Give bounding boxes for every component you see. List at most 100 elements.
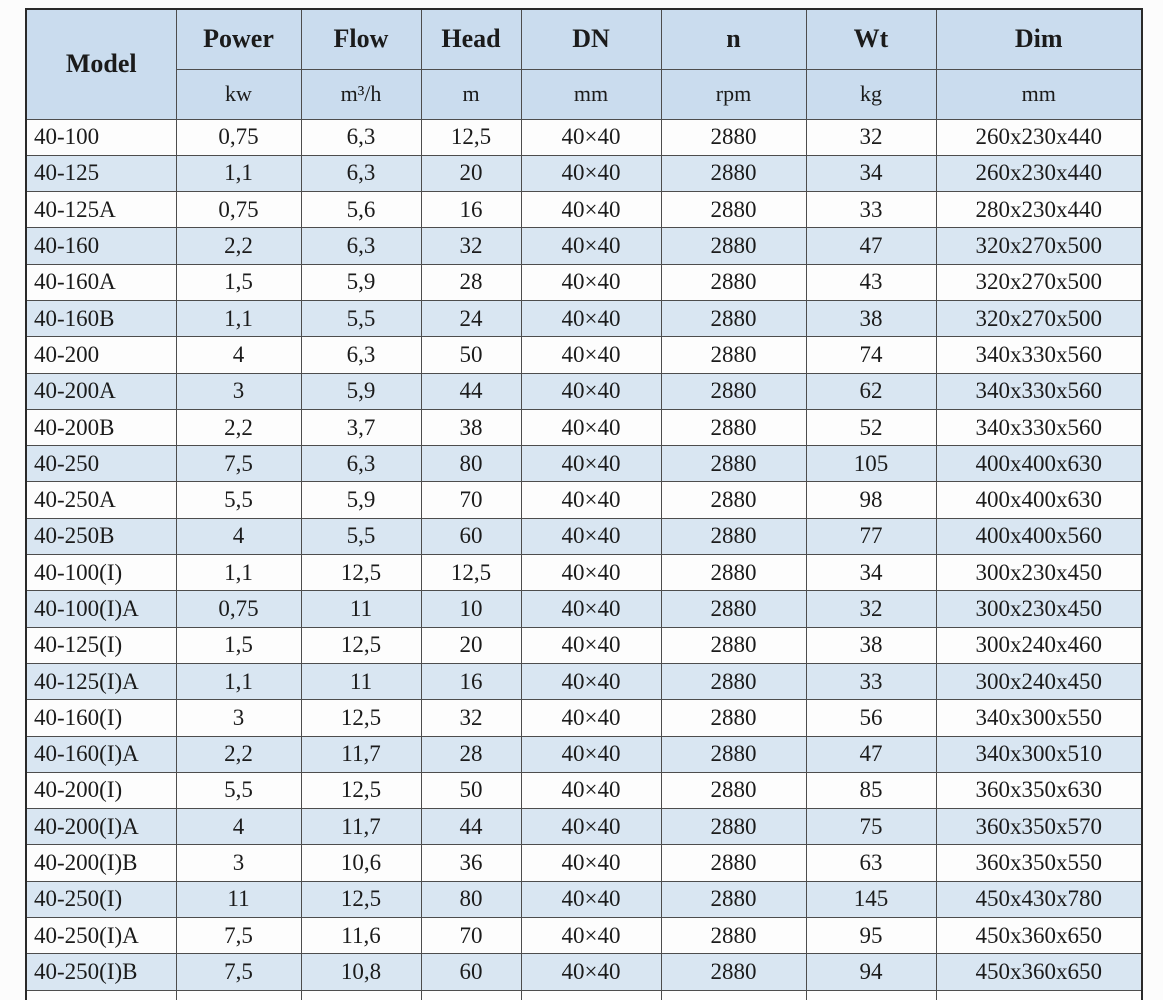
cell-power: 7,5 xyxy=(175,917,302,955)
cell-power: 4 xyxy=(175,517,302,556)
cell-dim: 340x330x560 xyxy=(935,408,1143,447)
col-header-wt: Wt xyxy=(805,8,937,70)
cell-n: 2880 xyxy=(660,336,807,374)
cell-model: 40-200A xyxy=(25,372,177,410)
cell-n: 2880 xyxy=(660,590,807,628)
cell-dim: 340x300x510 xyxy=(935,735,1143,773)
cell-flow: 11,7 xyxy=(300,735,422,773)
cell-n: 2880 xyxy=(660,299,807,338)
cell-flow: 5,6 xyxy=(300,191,422,229)
cell-n: 2880 xyxy=(660,372,807,410)
cell-dim: 360x350x570 xyxy=(935,808,1143,846)
cell-power: 0,75 xyxy=(175,191,302,229)
col-header-head: Head xyxy=(420,8,522,70)
table-row: 40-200(I)A 4 11,7 44 40×40 2880 75 360x3… xyxy=(25,808,1143,846)
unit-power: kw xyxy=(175,68,302,120)
cell-n: 2880 xyxy=(660,554,807,592)
cell-dn: 40×40 xyxy=(520,227,662,265)
cell-model: 40-250A xyxy=(25,481,177,519)
table-row: 40-250(I) 11 12,5 80 40×40 2880 145 450x… xyxy=(25,880,1143,919)
col-header-flow: Flow xyxy=(300,8,422,70)
cell-flow: 6,3 xyxy=(300,118,422,156)
cell-flow: 12,5 xyxy=(300,771,422,810)
cell-head: 20 xyxy=(420,626,522,664)
unit-wt: kg xyxy=(805,68,937,120)
cell-dn: 40×40 xyxy=(520,445,662,483)
cell-dn: 40×40 xyxy=(520,590,662,628)
cell-n: 2880 xyxy=(660,227,807,265)
table-row: 40-160(I) 3 12,5 32 40×40 2880 56 340x30… xyxy=(25,699,1143,737)
cell-power: 1,1 xyxy=(175,554,302,592)
cell-n: 2880 xyxy=(660,445,807,483)
cell-power: 0,75 xyxy=(175,590,302,628)
partial-row xyxy=(25,989,1143,1000)
cell-dn: 40×40 xyxy=(520,408,662,447)
cell-power: 3 xyxy=(175,372,302,410)
cell-flow: 6,3 xyxy=(300,227,422,265)
cell-head: 38 xyxy=(420,408,522,447)
cell-flow: 6,3 xyxy=(300,154,422,193)
cell-power: 3 xyxy=(175,699,302,737)
cell-model: 40-200B xyxy=(25,408,177,447)
cell-dim: 300x240x450 xyxy=(935,662,1143,701)
cell-model: 40-160 xyxy=(25,227,177,265)
cell-dim: 340x330x560 xyxy=(935,372,1143,410)
cell-wt: 56 xyxy=(805,699,937,737)
cell-dim: 400x400x630 xyxy=(935,481,1143,519)
cell-flow: 11 xyxy=(300,662,422,701)
cell-n: 2880 xyxy=(660,953,807,991)
cell-model: 40-200(I)B xyxy=(25,844,177,882)
cell-n: 2880 xyxy=(660,808,807,846)
cell-wt: 74 xyxy=(805,336,937,374)
table-row: 40-250(I)B 7,5 10,8 60 40×40 2880 94 450… xyxy=(25,953,1143,991)
cell-dim: 320x270x500 xyxy=(935,227,1143,265)
cell-model: 40-160B xyxy=(25,299,177,338)
cell-power: 5,5 xyxy=(175,771,302,810)
cell-wt: 62 xyxy=(805,372,937,410)
cell-wt: 38 xyxy=(805,626,937,664)
cell-power: 3 xyxy=(175,844,302,882)
cell-power: 4 xyxy=(175,336,302,374)
cell-wt: 85 xyxy=(805,771,937,810)
cell-flow: 12,5 xyxy=(300,699,422,737)
cell-head: 28 xyxy=(420,263,522,301)
cell-flow: 6,3 xyxy=(300,445,422,483)
table-row: 40-160 2,2 6,3 32 40×40 2880 47 320x270x… xyxy=(25,227,1143,265)
cell-flow: 5,5 xyxy=(300,517,422,556)
table-row: 40-200A 3 5,9 44 40×40 2880 62 340x330x5… xyxy=(25,372,1143,410)
cell-model: 40-250 xyxy=(25,445,177,483)
cell-model: 40-160(I) xyxy=(25,699,177,737)
cell-dim: 260x230x440 xyxy=(935,154,1143,193)
cell-dim: 450x360x650 xyxy=(935,917,1143,955)
cell-power: 1,5 xyxy=(175,626,302,664)
cell-model: 40-250B xyxy=(25,517,177,556)
cell-dn: 40×40 xyxy=(520,844,662,882)
cell-dim: 400x400x630 xyxy=(935,445,1143,483)
cell-model: 40-250(I)A xyxy=(25,917,177,955)
cell-dn: 40×40 xyxy=(520,626,662,664)
cell-n: 2880 xyxy=(660,880,807,919)
cell-dim: 400x400x560 xyxy=(935,517,1143,556)
unit-dim: mm xyxy=(935,68,1143,120)
cell-wt: 52 xyxy=(805,408,937,447)
cell-wt: 34 xyxy=(805,554,937,592)
cell-head: 16 xyxy=(420,191,522,229)
cell-flow: 12,5 xyxy=(300,554,422,592)
cell-wt: 32 xyxy=(805,590,937,628)
cell-head: 28 xyxy=(420,735,522,773)
cell-dn: 40×40 xyxy=(520,299,662,338)
cell-head: 60 xyxy=(420,953,522,991)
cell-head: 32 xyxy=(420,227,522,265)
cell-flow: 5,5 xyxy=(300,299,422,338)
cell-wt: 33 xyxy=(805,191,937,229)
table-row: 40-250 7,5 6,3 80 40×40 2880 105 400x400… xyxy=(25,445,1143,483)
cell-flow: 5,9 xyxy=(300,372,422,410)
col-header-dn: DN xyxy=(520,8,662,70)
cell-power: 4 xyxy=(175,808,302,846)
cell-model: 40-125A xyxy=(25,191,177,229)
cell-wt: 105 xyxy=(805,445,937,483)
table-row: 40-200B 2,2 3,7 38 40×40 2880 52 340x330… xyxy=(25,408,1143,447)
cell-flow: 11,7 xyxy=(300,808,422,846)
unit-dn: mm xyxy=(520,68,662,120)
